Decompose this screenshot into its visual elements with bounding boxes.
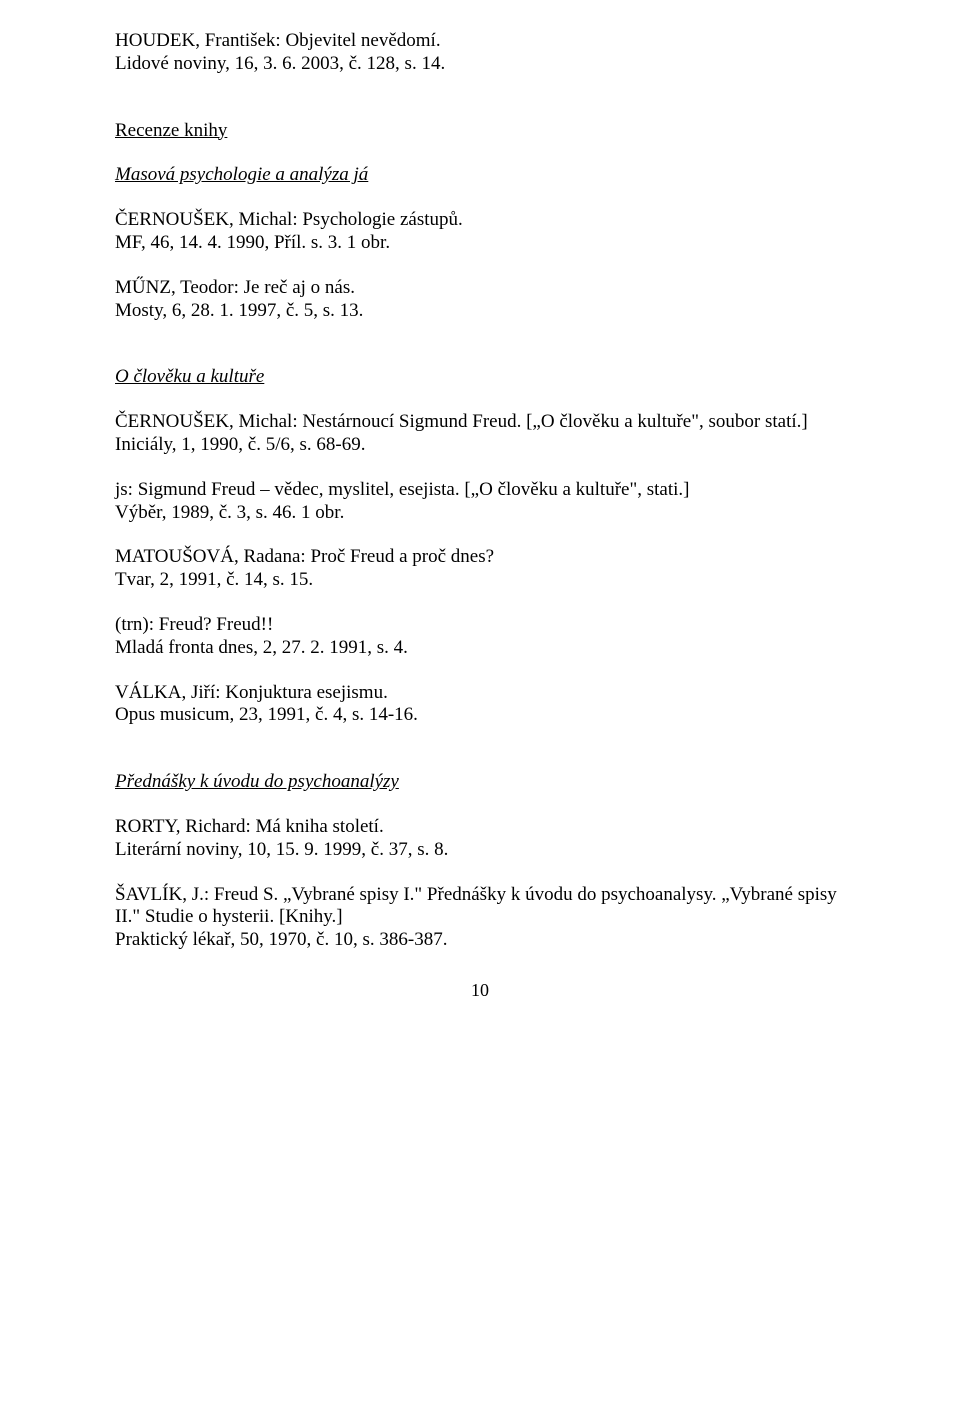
entry-line: MŰNZ, Teodor: Je reč aj o nás. (115, 277, 845, 300)
entry-line: MF, 46, 14. 4. 1990, Příl. s. 3. 1 obr. (115, 232, 845, 255)
entry-line: js: Sigmund Freud – vědec, myslitel, ese… (115, 479, 845, 502)
section-subheading: Masová psychologie a analýza já (115, 164, 845, 187)
entry-line: MATOUŠOVÁ, Radana: Proč Freud a proč dne… (115, 546, 845, 569)
entry-line: ČERNOUŠEK, Michal: Nestárnoucí Sigmund F… (115, 411, 845, 434)
entry-line: Výběr, 1989, č. 3, s. 46. 1 obr. (115, 502, 845, 525)
document-page: HOUDEK, František: Objevitel nevědomí. L… (0, 0, 960, 1042)
entry-line: (trn): Freud? Freud!! (115, 614, 845, 637)
entry-line: Mladá fronta dnes, 2, 27. 2. 1991, s. 4. (115, 637, 845, 660)
entry-line: Mosty, 6, 28. 1. 1997, č. 5, s. 13. (115, 300, 845, 323)
section-heading: Recenze knihy (115, 120, 845, 143)
entry-line: HOUDEK, František: Objevitel nevědomí. (115, 30, 845, 53)
entry-line: RORTY, Richard: Má kniha století. (115, 816, 845, 839)
section-subheading: Přednášky k úvodu do psychoanalýzy (115, 771, 845, 794)
section-subheading: O člověku a kultuře (115, 366, 845, 389)
entry-line: Praktický lékař, 50, 1970, č. 10, s. 386… (115, 929, 845, 952)
entry-line: Literární noviny, 10, 15. 9. 1999, č. 37… (115, 839, 845, 862)
entry-line: Iniciály, 1, 1990, č. 5/6, s. 68-69. (115, 434, 845, 457)
entry-line: Tvar, 2, 1991, č. 14, s. 15. (115, 569, 845, 592)
page-number: 10 (115, 980, 845, 1002)
entry-line: Opus musicum, 23, 1991, č. 4, s. 14-16. (115, 704, 845, 727)
entry-line: VÁLKA, Jiří: Konjuktura esejismu. (115, 682, 845, 705)
entry-line: ŠAVLÍK, J.: Freud S. „Vybrané spisy I." … (115, 884, 845, 930)
entry-line: Lidové noviny, 16, 3. 6. 2003, č. 128, s… (115, 53, 845, 76)
entry-line: ČERNOUŠEK, Michal: Psychologie zástupů. (115, 209, 845, 232)
